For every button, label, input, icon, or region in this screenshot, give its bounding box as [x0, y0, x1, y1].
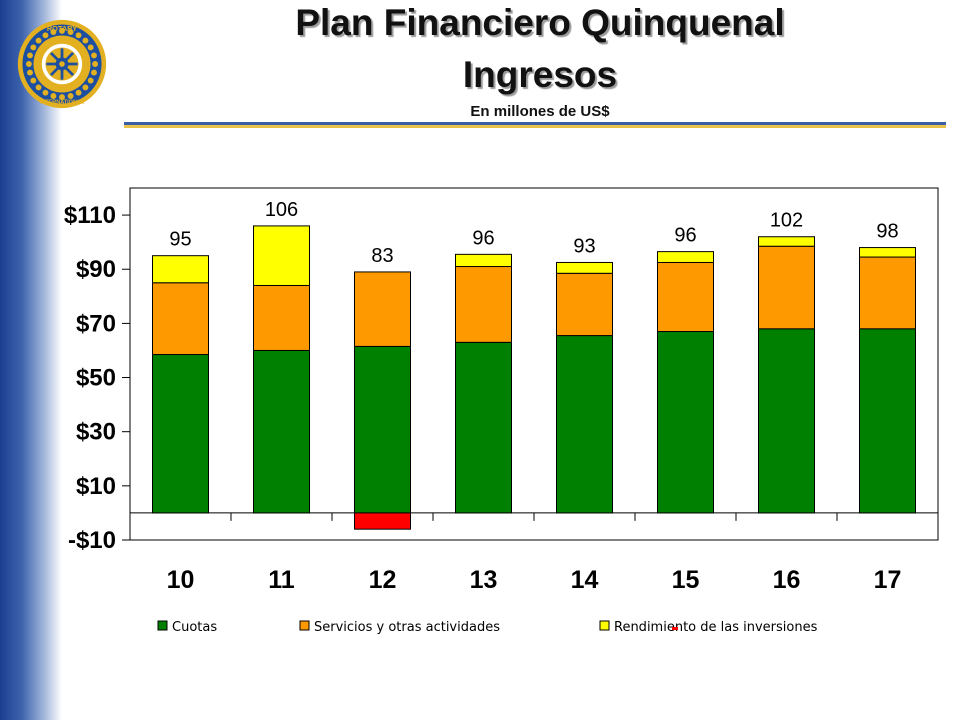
x-category-label: 12	[369, 566, 397, 594]
legend-swatch	[299, 620, 310, 631]
legend-swatch	[157, 620, 168, 631]
page-title: Plan Financiero Quinquenal	[295, 2, 785, 43]
x-category-label: 10	[167, 566, 195, 594]
bar-segment-14-2	[556, 272, 613, 337]
legend-label: Cuotas	[172, 620, 217, 635]
bar-segment-17-1	[859, 328, 916, 514]
svg-text:INTERNATIONAL: INTERNATIONAL	[40, 100, 85, 106]
chart-subtitle: En millones de US$	[470, 103, 610, 120]
left-decorative-band	[0, 0, 62, 720]
title-rule-gold	[124, 125, 946, 128]
bar-segment-16-2	[758, 245, 815, 330]
bar-segment-16-1	[758, 328, 815, 514]
bar-segment-15-3	[657, 251, 714, 263]
bar-segment-10-1	[152, 354, 209, 514]
page-title-line2: Ingresos	[462, 54, 618, 95]
bar-segment-10-3	[152, 255, 209, 284]
bar-total-label: 83	[371, 245, 393, 267]
bar-segment-12-1	[354, 345, 411, 514]
bar-segment-13-1	[455, 341, 512, 514]
legend-label: Rendimiento de las inversiones	[614, 620, 818, 635]
bar-segment-12-3	[354, 512, 411, 530]
bar-segment-16-3	[758, 236, 815, 247]
legend-label: Servicios y otras actividades	[314, 620, 500, 635]
bar-total-label: 96	[472, 227, 494, 249]
x-category-label: 11	[268, 566, 295, 594]
bar-total-label: 106	[265, 199, 298, 221]
bar-segment-17-2	[859, 256, 916, 330]
y-tick-label: $50	[76, 365, 116, 392]
bar-total-label: 96	[674, 225, 696, 247]
x-category-label: 13	[470, 566, 498, 594]
x-category-label: 17	[874, 566, 902, 594]
bar-total-label: 102	[770, 210, 803, 232]
legend-negative-marker	[672, 627, 678, 630]
bar-segment-14-1	[556, 335, 613, 514]
bar-segment-13-3	[455, 253, 512, 268]
bar-segment-14-3	[556, 261, 613, 274]
svg-text:ROTARY: ROTARY	[47, 24, 77, 33]
bar-segment-15-1	[657, 331, 714, 514]
bar-segment-11-2	[253, 284, 310, 351]
y-tick-label: $70	[76, 310, 116, 337]
bar-total-label: 93	[573, 235, 595, 257]
bar-segment-12-2	[354, 271, 411, 347]
plot-area	[129, 187, 939, 541]
bar-segment-11-1	[253, 349, 310, 514]
bar-total-label: 95	[169, 229, 191, 251]
y-tick-label: -$10	[68, 527, 116, 554]
y-tick-label: $90	[76, 256, 116, 283]
x-category-label: 15	[672, 566, 700, 594]
y-tick-label: $110	[64, 202, 116, 229]
title-rule-blue	[124, 122, 946, 125]
rotary-logo: ROTARY INTERNATIONAL	[17, 19, 107, 109]
bar-segment-17-3	[859, 247, 916, 258]
legend-swatch	[599, 620, 610, 631]
bar-total-label: 98	[876, 221, 898, 243]
y-tick-label: $10	[76, 473, 116, 500]
y-tick-label: $30	[76, 419, 116, 446]
bar-segment-11-3	[253, 225, 310, 286]
bar-segment-13-2	[455, 266, 512, 343]
bar-segment-10-2	[152, 282, 209, 356]
bar-segment-15-2	[657, 261, 714, 333]
x-category-label: 16	[773, 566, 801, 594]
x-category-label: 14	[571, 566, 599, 594]
